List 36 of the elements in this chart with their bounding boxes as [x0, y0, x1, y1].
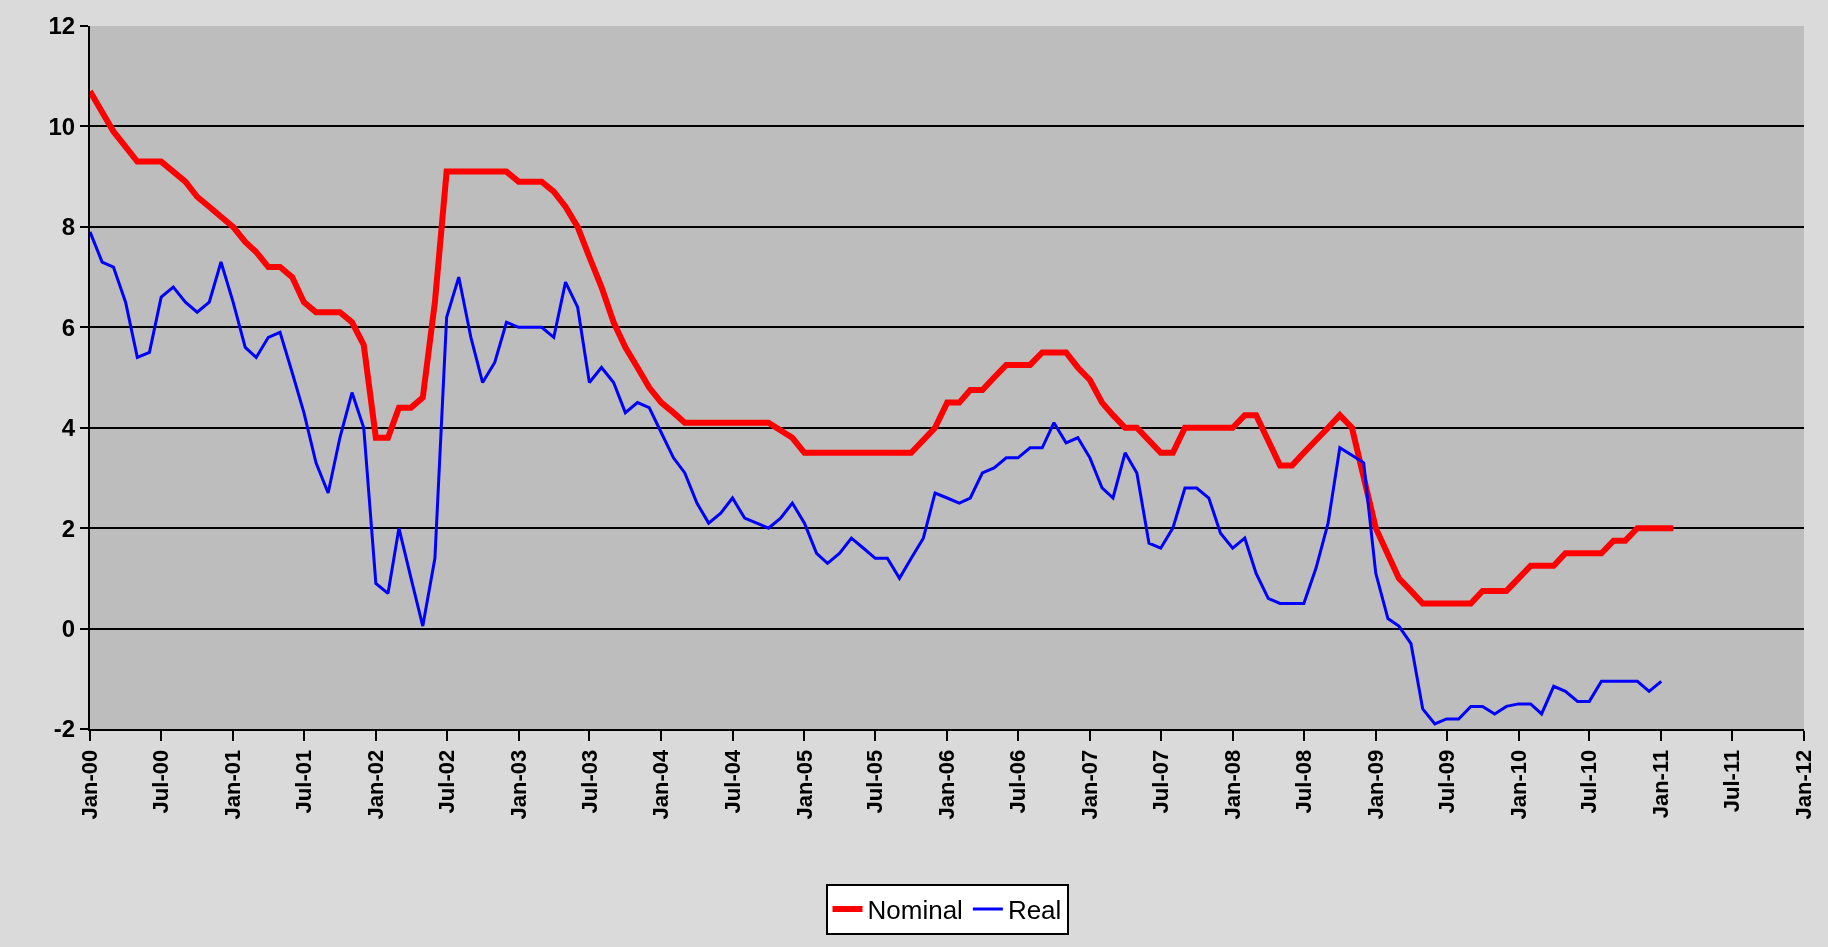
y-tick-label: 2	[61, 514, 76, 542]
x-tick-label: Jan-04	[648, 749, 674, 820]
x-tick-label: Jan-11	[1648, 749, 1674, 819]
line-series	[90, 230, 1663, 726]
x-tick-label: Jan-05	[791, 749, 817, 820]
y-tick-label: -2	[53, 715, 76, 743]
y-tick-label: 8	[61, 213, 76, 241]
x-tick-label: Jan-00	[77, 749, 103, 820]
x-tick-label: Jul-05	[862, 749, 888, 814]
x-tick-label: Jul-07	[1147, 749, 1173, 814]
x-tick-label: Jul-04	[719, 749, 745, 814]
y-tick-label: 4	[61, 414, 76, 442]
y-tick-label: 10	[48, 112, 76, 140]
x-tick-label: Jul-00	[148, 749, 174, 814]
x-tick-label: Jul-11	[1719, 749, 1745, 813]
x-tick-label: Jan-09	[1362, 749, 1388, 820]
x-tick-label: Jul-01	[291, 749, 317, 814]
x-tick-label: Jul-03	[576, 749, 602, 814]
x-tick-label: Jan-06	[934, 749, 960, 820]
x-tick-label: Jul-06	[1005, 749, 1031, 814]
x-tick-label: Jan-10	[1505, 749, 1531, 820]
x-tick-label: Jul-10	[1576, 749, 1602, 814]
y-tick-label: 12	[48, 12, 76, 40]
y-tick-label: 6	[61, 313, 76, 341]
x-tick-label: Jul-08	[1290, 749, 1316, 814]
legend-label: Nominal	[867, 895, 963, 926]
x-tick-label: Jul-02	[433, 749, 459, 814]
x-tick-label: Jul-09	[1433, 749, 1459, 814]
x-tick-label: Jan-02	[363, 749, 389, 820]
x-tick-label: Jan-01	[220, 749, 246, 820]
x-tick-label: Jan-03	[505, 749, 531, 820]
x-tick-label: Jan-12	[1791, 749, 1817, 820]
x-tick-label: Jan-08	[1219, 749, 1245, 820]
y-tick-label: 0	[61, 614, 76, 642]
legend-label: Real	[1007, 895, 1062, 926]
x-tick-label: Jan-07	[1077, 749, 1103, 820]
